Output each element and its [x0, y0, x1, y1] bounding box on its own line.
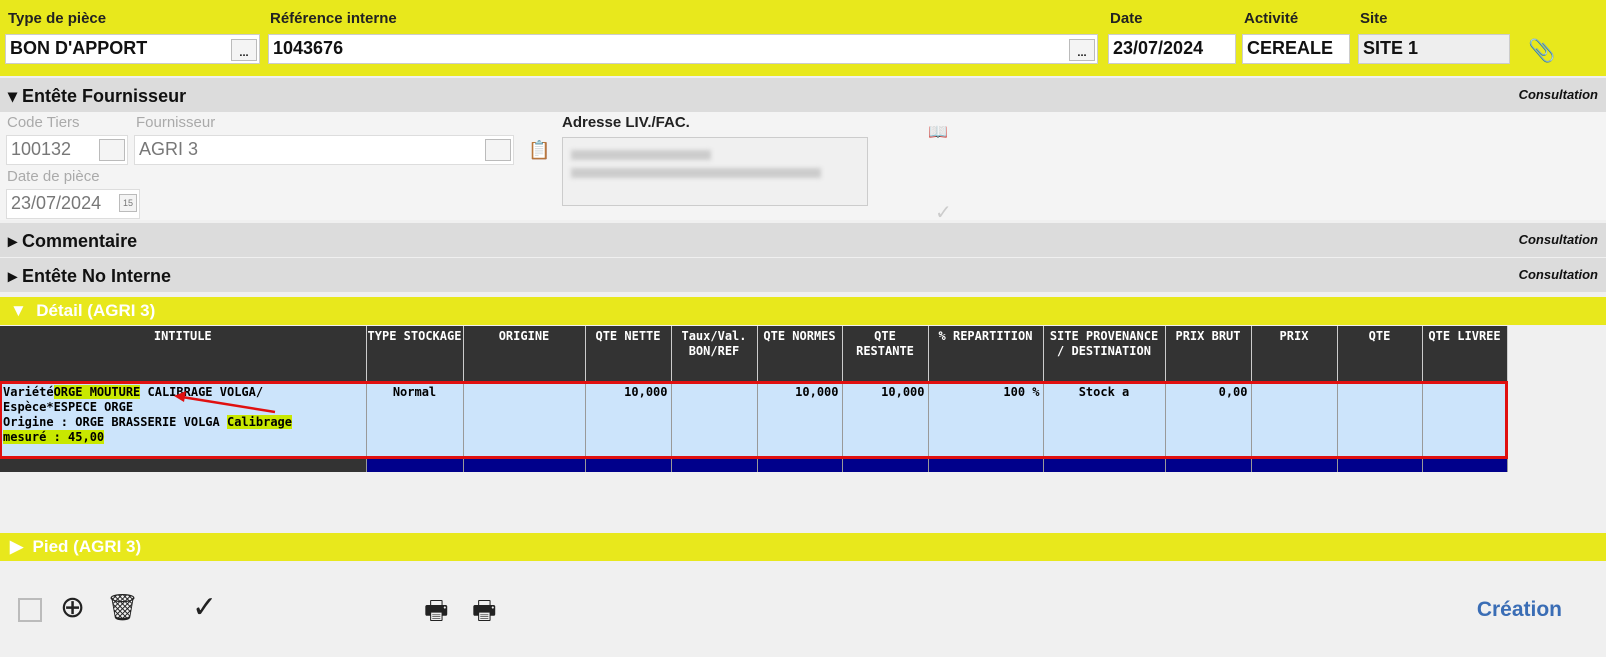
section-commentaire[interactable]: ▸ Commentaire Consultation: [0, 223, 1606, 257]
cell-qte-nette[interactable]: 10,000: [585, 382, 672, 458]
cell-taux[interactable]: [671, 382, 758, 458]
ref-field[interactable]: 1043676...: [268, 34, 1098, 64]
check-icon: ✓: [935, 202, 952, 224]
copy-icon[interactable]: 📋: [528, 140, 551, 160]
section-title: Détail (AGRI 3): [36, 301, 156, 320]
col-intitule[interactable]: INTITULE: [0, 326, 367, 382]
col-qte-normes[interactable]: QTE NORMES: [757, 326, 843, 382]
col-type-stockage[interactable]: TYPE STOCKAGE: [366, 326, 464, 382]
date-piece-label: Date de pièce: [7, 168, 100, 185]
section-title: Entête Fournisseur: [22, 86, 187, 106]
date-field[interactable]: 23/07/2024: [1108, 34, 1236, 64]
section-pied[interactable]: ▶ Pied (AGRI 3): [0, 533, 1606, 561]
cell-origine[interactable]: [463, 382, 586, 458]
col-qte-nette[interactable]: QTE NETTE: [585, 326, 672, 382]
fournisseur-browse-button[interactable]: [485, 139, 511, 161]
mode-label: Consultation: [1518, 267, 1598, 282]
cell-type-stockage[interactable]: Normal: [366, 382, 464, 458]
type-label: Type de pièce: [8, 10, 107, 27]
cell-qte-normes[interactable]: 10,000: [757, 382, 843, 458]
cell-prix-brut[interactable]: 0,00: [1165, 382, 1252, 458]
cell-prix[interactable]: [1251, 382, 1338, 458]
col-prix-brut[interactable]: PRIX BRUT: [1165, 326, 1252, 382]
col-site[interactable]: SITE PROVENANCE / DESTINATION: [1043, 326, 1166, 382]
ref-label: Référence interne: [270, 10, 397, 27]
header-bar: Type de pièce BON D'APPORT... Référence …: [0, 0, 1606, 76]
adresse-field-blurred: [562, 137, 868, 206]
footer-toolbar: ⊕ 🗑 ✓ 🖶 🖶 Création: [0, 591, 1606, 657]
annotation-arrow: [174, 391, 276, 414]
print-icon[interactable]: 🖶: [424, 595, 449, 625]
cell-repartition[interactable]: 100 %: [928, 382, 1044, 458]
activite-field[interactable]: CEREALE: [1242, 34, 1350, 64]
section-no-interne[interactable]: ▸ Entête No Interne Consultation: [0, 258, 1606, 292]
mode-label: Consultation: [1518, 87, 1598, 102]
col-qte-restante[interactable]: QTE RESTANTE: [842, 326, 929, 382]
code-label: Code Tiers: [7, 114, 80, 131]
grid-header: INTITULE TYPE STOCKAGE ORIGINE QTE NETTE…: [0, 326, 1508, 382]
section-title: Commentaire: [22, 231, 138, 251]
date-piece-field[interactable]: 23/07/2024 15: [6, 189, 140, 219]
col-repartition[interactable]: % REPARTITION: [928, 326, 1044, 382]
paperclip-icon[interactable]: 📎: [1528, 38, 1556, 63]
mode-label: Consultation: [1518, 232, 1598, 247]
cell-qte-restante[interactable]: 10,000: [842, 382, 929, 458]
fournisseur-field[interactable]: AGRI 3: [134, 135, 514, 165]
cell-site[interactable]: Stock a: [1043, 382, 1166, 458]
code-browse-button[interactable]: [99, 139, 125, 161]
col-prix[interactable]: PRIX: [1251, 326, 1338, 382]
book-icon[interactable]: 📖: [928, 124, 948, 141]
grid-total-bar: [0, 458, 1508, 472]
trash-icon[interactable]: 🗑: [106, 592, 140, 622]
cell-qte-livree[interactable]: [1422, 382, 1508, 458]
col-qte[interactable]: QTE: [1337, 326, 1423, 382]
calendar-icon[interactable]: 15: [119, 194, 137, 212]
section-title: Pied (AGRI 3): [32, 537, 142, 556]
print-preview-icon[interactable]: 🖶: [472, 595, 497, 625]
section-detail[interactable]: ▼ Détail (AGRI 3): [0, 297, 1606, 325]
col-origine[interactable]: ORIGINE: [463, 326, 586, 382]
date-label: Date: [1110, 10, 1143, 27]
type-field[interactable]: BON D'APPORT...: [5, 34, 260, 64]
type-browse-button[interactable]: ...: [231, 39, 257, 61]
site-label: Site: [1360, 10, 1388, 27]
add-icon[interactable]: ⊕: [60, 591, 86, 624]
ref-browse-button[interactable]: ...: [1069, 39, 1095, 61]
site-field[interactable]: SITE 1: [1358, 34, 1510, 64]
status-label: Création: [1476, 598, 1562, 621]
section-title: Entête No Interne: [22, 266, 172, 286]
cell-qte[interactable]: [1337, 382, 1423, 458]
col-taux[interactable]: Taux/Val. BON/REF: [671, 326, 758, 382]
fournisseur-panel: Code Tiers 100132 Fournisseur AGRI 3 📋 D…: [0, 112, 1606, 224]
validate-icon[interactable]: ✓: [192, 591, 218, 624]
activite-label: Activité: [1244, 10, 1299, 27]
adresse-label: Adresse LIV./FAC.: [562, 114, 690, 131]
fournisseur-label: Fournisseur: [136, 114, 216, 131]
section-fournisseur[interactable]: ▾ Entête Fournisseur Consultation: [0, 78, 1606, 112]
code-field[interactable]: 100132: [6, 135, 128, 165]
col-qte-livree[interactable]: QTE LIVREE: [1422, 326, 1508, 382]
detail-grid: INTITULE TYPE STOCKAGE ORIGINE QTE NETTE…: [0, 326, 1606, 526]
duplicate-icon[interactable]: [18, 598, 42, 622]
